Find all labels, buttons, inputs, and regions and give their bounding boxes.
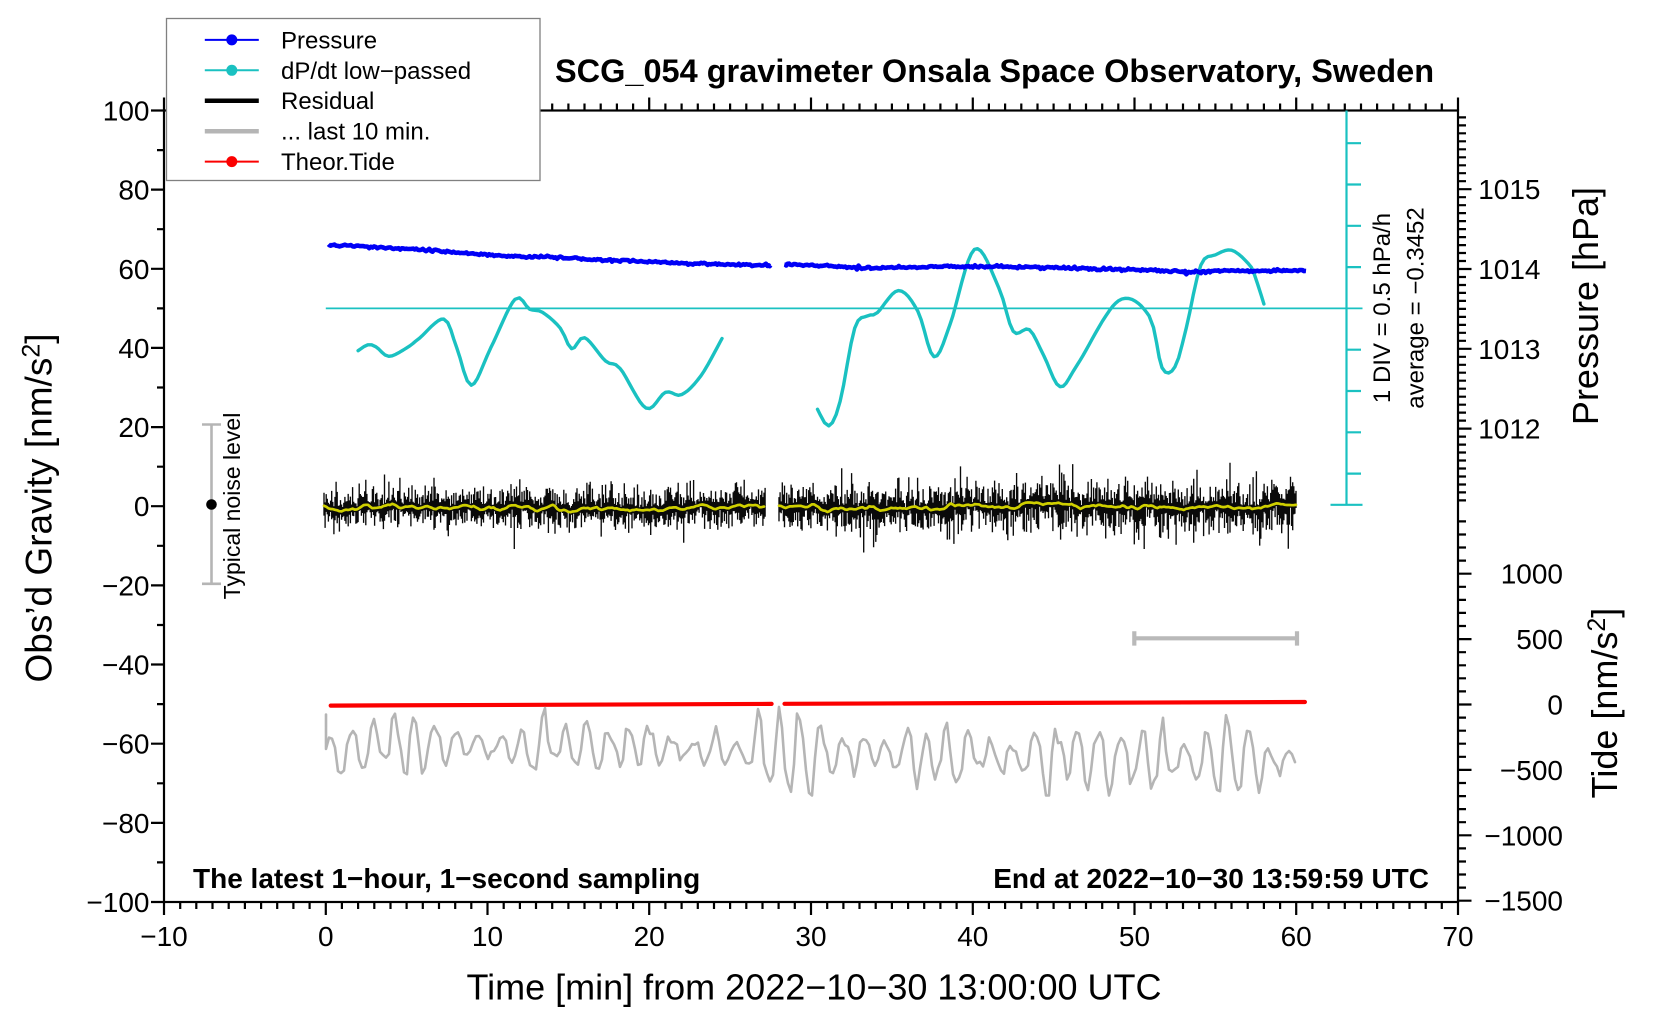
svg-text:1012: 1012	[1478, 414, 1540, 445]
svg-text:70: 70	[1442, 921, 1473, 952]
svg-text:Residual: Residual	[281, 88, 374, 115]
svg-text:20: 20	[118, 412, 149, 443]
svg-text:Typical noise level: Typical noise level	[219, 413, 245, 600]
svg-text:60: 60	[1281, 921, 1312, 952]
svg-text:Obs’d Gravity [nm/s2]: Obs’d Gravity [nm/s2]	[18, 333, 60, 682]
svg-text:dP/dt low−passed: dP/dt low−passed	[281, 58, 471, 85]
svg-text:0: 0	[318, 921, 334, 952]
svg-text:1 DIV = 0.5 hPa/h: 1 DIV = 0.5 hPa/h	[1369, 213, 1396, 403]
svg-text:10: 10	[472, 921, 503, 952]
svg-text:The latest 1−hour, 1−second sa: The latest 1−hour, 1−second sampling	[193, 863, 700, 894]
svg-text:−20: −20	[102, 570, 150, 601]
svg-text:−1500: −1500	[1484, 886, 1563, 917]
svg-text:1013: 1013	[1478, 334, 1540, 365]
svg-text:60: 60	[118, 254, 149, 285]
svg-text:30: 30	[795, 921, 826, 952]
svg-text:−40: −40	[102, 650, 150, 681]
svg-text:−10: −10	[140, 921, 188, 952]
svg-text:1014: 1014	[1478, 254, 1540, 285]
svg-text:−80: −80	[102, 808, 150, 839]
svg-text:Pressure: Pressure	[281, 27, 377, 54]
svg-text:20: 20	[634, 921, 665, 952]
svg-text:100: 100	[103, 96, 150, 127]
svg-text:−1000: −1000	[1484, 820, 1563, 851]
svg-text:... last 10 min.: ... last 10 min.	[281, 119, 430, 146]
svg-text:−500: −500	[1500, 755, 1563, 786]
svg-text:40: 40	[118, 333, 149, 364]
svg-text:average = −0.3452: average = −0.3452	[1403, 207, 1430, 409]
svg-text:End at 2022−10−30 13:59:59 UTC: End at 2022−10−30 13:59:59 UTC	[993, 863, 1429, 894]
svg-text:80: 80	[118, 175, 149, 206]
svg-text:Time [min] from 2022−10−30 13:: Time [min] from 2022−10−30 13:00:00 UTC	[466, 967, 1161, 1008]
svg-text:50: 50	[1119, 921, 1150, 952]
svg-text:Theor.Tide: Theor.Tide	[281, 149, 395, 176]
svg-text:0: 0	[1547, 690, 1563, 721]
svg-text:Pressure [hPa]: Pressure [hPa]	[1565, 187, 1606, 425]
svg-text:0: 0	[134, 491, 150, 522]
svg-text:SCG_054 gravimeter Onsala Spac: SCG_054 gravimeter Onsala Space Observat…	[555, 53, 1434, 89]
svg-text:1000: 1000	[1501, 559, 1563, 590]
svg-text:500: 500	[1516, 624, 1563, 655]
svg-text:−60: −60	[102, 729, 150, 760]
svg-text:1015: 1015	[1478, 174, 1540, 205]
svg-text:Tide [nm/s2]: Tide [nm/s2]	[1583, 608, 1625, 799]
svg-text:40: 40	[957, 921, 988, 952]
svg-text:−100: −100	[86, 887, 149, 918]
